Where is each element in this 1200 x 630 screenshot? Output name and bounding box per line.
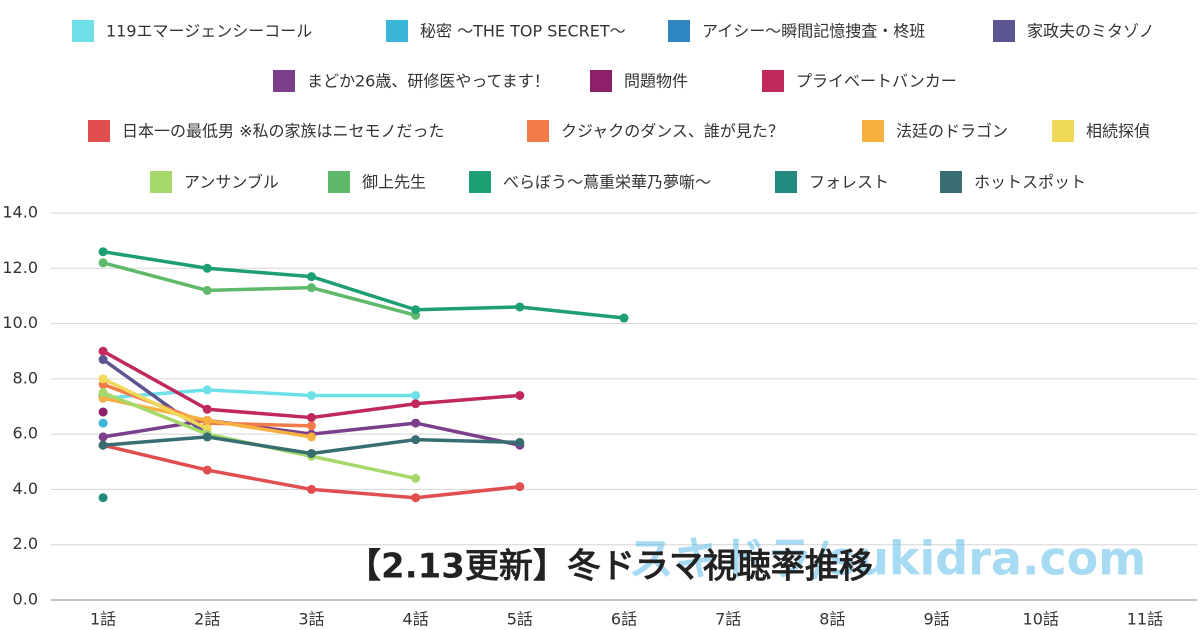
y-tick-label: 12.0 [2,258,38,277]
legend-swatch [273,70,295,92]
legend-swatch [386,20,408,42]
y-tick-label: 14.0 [2,203,38,222]
point [515,482,525,492]
point [98,355,108,365]
point [98,258,108,268]
point [411,418,421,428]
legend-swatch [88,120,110,142]
point [98,388,108,398]
point [306,421,316,431]
x-tick-label: 8話 [819,610,845,629]
point [619,313,629,323]
legend-swatch [993,20,1015,42]
point [306,484,316,494]
series-line [102,391,416,481]
legend-label: 秘密 〜THE TOP SECRET〜 [420,22,626,41]
legend-label: ホットスポット [974,173,1086,192]
point [515,302,525,312]
point [202,404,212,414]
point [411,305,421,315]
point [98,247,108,257]
y-tick-label: 2.0 [13,534,38,553]
y-tick-label: 8.0 [13,368,38,387]
series-line [102,388,416,400]
y-tick-label: 6.0 [13,424,38,443]
point [306,272,316,282]
legend-label: 家政夫のミタゾノ [1027,22,1155,41]
point [306,390,316,400]
legend-label: 問題物件 [624,72,688,91]
legend-label: 119エマージェンシーコール [106,22,312,41]
x-tick-label: 9話 [923,610,949,629]
legend-label: 御上先生 [362,173,426,192]
point [306,283,316,293]
x-tick-label: 10話 [1023,610,1059,629]
x-tick-label: 5話 [507,610,533,629]
x-tick-label: 11話 [1127,610,1163,629]
point [411,399,421,409]
y-tick-label: 4.0 [13,479,38,498]
point [411,390,421,400]
point [202,465,212,475]
watermark: スキドラ/sukidra.com [628,532,1146,586]
point [411,473,421,483]
legend-swatch [862,120,884,142]
legend-swatch [328,171,350,193]
legend-label: 法廷のドラゴン [896,122,1008,141]
point [98,440,108,450]
legend-swatch [668,20,690,42]
point [202,432,212,442]
legend-swatch [775,171,797,193]
legend-swatch [590,70,612,92]
point [98,418,108,428]
point [411,493,421,503]
legend-swatch [1052,120,1074,142]
y-tick-label: 0.0 [13,590,38,609]
legend-swatch [762,70,784,92]
series-line [102,249,625,320]
point [98,346,108,356]
legend-label: べらぼう〜蔦重栄華乃夢噺〜 [503,173,711,192]
series-line [102,261,417,317]
legend-label: フォレスト [809,173,889,192]
x-tick-label: 4話 [403,610,429,629]
x-tick-label: 2話 [194,610,220,629]
legend-label: 相続探偵 [1086,122,1150,141]
point [306,448,316,458]
point [515,437,525,447]
legend-label: クジャクのダンス、誰が見た？ [561,122,784,141]
legend-swatch [469,171,491,193]
x-tick-label: 3話 [298,610,324,629]
point [306,413,316,423]
point [202,385,212,395]
legend-swatch [72,20,94,42]
point [202,285,212,295]
legend-swatch [527,120,549,142]
legend-swatch [940,171,962,193]
legend-label: アンサンブル [184,173,279,192]
x-tick-label: 6話 [611,610,637,629]
point [306,432,316,442]
point [411,435,421,445]
series-line [102,377,209,431]
y-tick-label: 10.0 [2,313,38,332]
chart-title: 【2.13更新】冬ドラマ視聴率推移 [347,547,873,587]
point [98,432,108,442]
point [202,415,212,425]
point [98,407,108,417]
x-tick-label: 1話 [90,610,116,629]
point [98,493,108,503]
x-tick-label: 7話 [715,610,741,629]
legend-label: まどか26歳、研修医やってます！ [307,72,550,91]
legend-swatch [150,171,172,193]
point [515,390,525,400]
point [98,374,108,384]
legend-label: プライベートバンカー [796,72,957,91]
legend-label: アイシー〜瞬間記憶捜査・柊班 [702,22,925,41]
legend-label: 日本一の最低男 ※私の家族はニセモノだった [122,122,445,141]
point [202,263,212,273]
